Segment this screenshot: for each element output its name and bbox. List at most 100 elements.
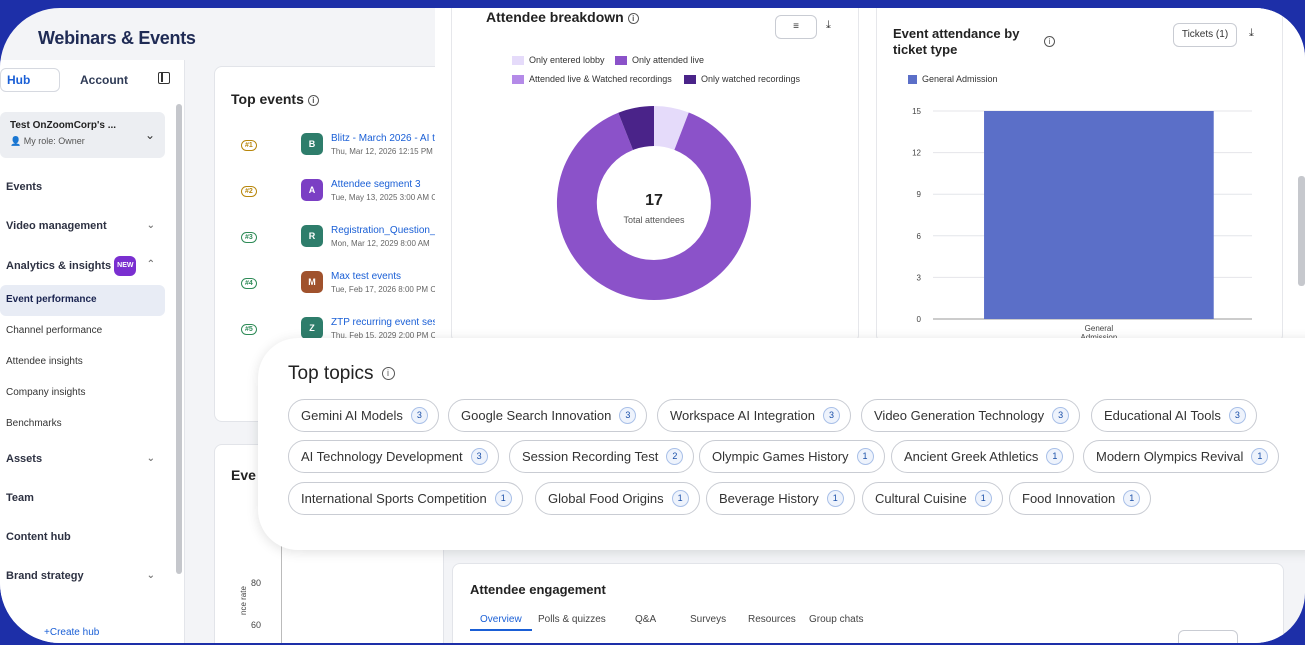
top-event-row[interactable]: #3 R Registration_Question_V Mon, Mar 12, 2…	[241, 225, 451, 255]
event-name-link[interactable]: Attendee segment 3	[331, 179, 421, 190]
topic-label: Educational AI Tools	[1104, 408, 1221, 423]
donut-slice-recordings[interactable]	[618, 106, 654, 150]
topic-count-badge: 1	[1123, 490, 1141, 507]
plus-icon: +	[44, 627, 50, 638]
sidebar-item-label: Video management	[6, 220, 107, 232]
event-name-link[interactable]: ZTP recurring event sess	[331, 317, 443, 328]
tab-group-chats[interactable]: Group chats	[809, 614, 864, 625]
collapse-sidebar-icon[interactable]	[158, 72, 170, 84]
event-date: Tue, Feb 17, 2026 8:00 PM C	[331, 285, 437, 294]
download-icon[interactable]: ⤓	[826, 19, 831, 31]
sidebar-item-attendee-insights[interactable]: Attendee insights	[0, 347, 165, 378]
y-tick-label: 15	[912, 107, 921, 116]
download-icon[interactable]: ⤓	[1249, 27, 1254, 39]
chevron-up-icon[interactable]: ⌃	[146, 259, 155, 270]
topic-chip[interactable]: Gemini AI Models 3	[288, 399, 439, 432]
info-icon[interactable]: i	[627, 13, 639, 24]
tab-qa[interactable]: Q&A	[635, 614, 657, 625]
attendee-engagement-card: Attendee engagement Overview Polls & qui…	[452, 563, 1284, 643]
topic-chip[interactable]: International Sports Competition 1	[288, 482, 523, 515]
topic-label: Global Food Origins	[548, 491, 664, 506]
topic-label: International Sports Competition	[301, 491, 487, 506]
sidebar-item-events[interactable]: Events	[0, 168, 165, 207]
engagement-action-button[interactable]	[1178, 630, 1238, 643]
app-title: Webinars & Events	[38, 28, 196, 48]
attendee-engagement-title: Attendee engagement	[470, 582, 606, 597]
topic-count-badge: 1	[1046, 448, 1064, 465]
filter-icon: ≡	[793, 21, 799, 32]
event-avatar: A	[301, 179, 323, 201]
tab-overview[interactable]: Overview	[470, 614, 532, 631]
donut-slice-live[interactable]	[556, 112, 751, 301]
total-attendees-value: 17	[645, 192, 663, 209]
sidebar-item-label: Benchmarks	[6, 418, 62, 429]
topic-chip[interactable]: Session Recording Test 2	[509, 440, 695, 473]
chevron-down-icon[interactable]: ⌄	[146, 453, 155, 464]
top-event-row[interactable]: #5 Z ZTP recurring event sess Thu, Feb 15, …	[241, 317, 451, 347]
topic-chip[interactable]: Google Search Innovation 3	[448, 399, 648, 432]
sidebar-item-label: Content hub	[6, 531, 71, 543]
topic-chip[interactable]: Cultural Cuisine 1	[862, 482, 1003, 515]
account-selector[interactable]: Test OnZoomCorp's ... 👤 My role: Owner ⌄	[0, 112, 165, 158]
event-name-link[interactable]: Max test events	[331, 271, 402, 282]
event-date: Thu, Feb 15, 2029 2:00 PM C	[331, 331, 437, 340]
topic-label: Video Generation Technology	[874, 408, 1045, 423]
info-icon[interactable]: i	[1044, 36, 1055, 47]
sidebar-item-team[interactable]: Team	[0, 479, 165, 518]
event-name-link[interactable]: Registration_Question_V	[331, 225, 443, 236]
sidebar-item-label: Assets	[6, 453, 43, 465]
sidebar-item-company-insights[interactable]: Company insights	[0, 378, 165, 409]
donut-slice-lobby[interactable]	[654, 106, 689, 150]
topic-chip[interactable]: Workspace AI Integration 3	[657, 399, 852, 432]
sidebar-item-event-performance[interactable]: Event performance	[0, 285, 165, 316]
sidebar-scrollbar[interactable]	[176, 104, 182, 574]
event-avatar: R	[301, 225, 323, 247]
topic-chip[interactable]: Olympic Games History 1	[699, 440, 885, 473]
topic-chip[interactable]: Beverage History 1	[706, 482, 855, 515]
topic-chip[interactable]: AI Technology Development 3	[288, 440, 499, 473]
top-topics-card: Top topics i Gemini AI Models 3 Google Sear…	[258, 338, 1305, 550]
event-name-link[interactable]: Blitz - March 2026 - AI to	[331, 133, 441, 144]
tab-surveys[interactable]: Surveys	[690, 614, 727, 625]
y-tick-label: 12	[912, 149, 921, 158]
chevron-down-icon[interactable]: ⌄	[146, 570, 155, 581]
topic-count-badge: 3	[470, 448, 488, 465]
sidebar-item-channel-performance[interactable]: Channel performance	[0, 316, 165, 347]
filter-button[interactable]: ≡	[775, 15, 817, 39]
topic-chip[interactable]: Educational AI Tools 3	[1091, 399, 1257, 432]
sidebar-item-analytics-insights[interactable]: Analytics & insights NEW ⌃	[0, 246, 165, 285]
tab-hub[interactable]: Hub	[0, 68, 60, 92]
create-hub-link[interactable]: +Create hub	[44, 627, 100, 638]
tab-account[interactable]: Account	[80, 73, 128, 87]
topic-label: Cultural Cuisine	[875, 491, 967, 506]
bar[interactable]	[984, 111, 1214, 319]
tickets-filter-button[interactable]: Tickets (1)	[1173, 23, 1237, 47]
topic-chip[interactable]: Global Food Origins 1	[535, 482, 700, 515]
info-icon[interactable]: i	[381, 367, 395, 380]
topic-chip[interactable]: Food Innovation 1	[1009, 482, 1152, 515]
chevron-down-icon[interactable]: ⌄	[146, 220, 155, 231]
topic-count-badge: 1	[1251, 448, 1269, 465]
sidebar-item-video-management[interactable]: Video management ⌄	[0, 207, 165, 246]
event-avatar: B	[301, 133, 323, 155]
sidebar-item-brand-strategy[interactable]: Brand strategy ⌄	[0, 557, 165, 596]
sidebar-item-content-hub[interactable]: Content hub	[0, 518, 165, 557]
page-scrollbar[interactable]	[1298, 176, 1305, 286]
tab-polls-quizzes[interactable]: Polls & quizzes	[538, 614, 606, 625]
top-event-row[interactable]: #2 A Attendee segment 3 Tue, May 13, 2025 3…	[241, 179, 451, 209]
info-icon[interactable]: i	[307, 95, 319, 106]
topic-label: Olympic Games History	[712, 449, 849, 464]
sidebar-item-assets[interactable]: Assets ⌄	[0, 440, 165, 479]
x-tick-label: General	[1085, 324, 1114, 333]
card-title: Eve	[231, 467, 256, 483]
tab-resources[interactable]: Resources	[748, 614, 796, 625]
rank-badge: #5	[241, 324, 257, 335]
top-event-row[interactable]: #4 M Max test events Tue, Feb 17, 2026 8:00…	[241, 271, 451, 301]
topic-chip[interactable]: Video Generation Technology 3	[861, 399, 1081, 432]
topic-chip[interactable]: Ancient Greek Athletics 1	[891, 440, 1075, 473]
sidebar-item-benchmarks[interactable]: Benchmarks	[0, 409, 165, 440]
sidebar-item-label: Brand strategy	[6, 570, 84, 582]
topic-chip[interactable]: Modern Olympics Revival 1	[1083, 440, 1280, 473]
top-event-row[interactable]: #1 B Blitz - March 2026 - AI to Thu, Mar 12…	[241, 133, 451, 163]
